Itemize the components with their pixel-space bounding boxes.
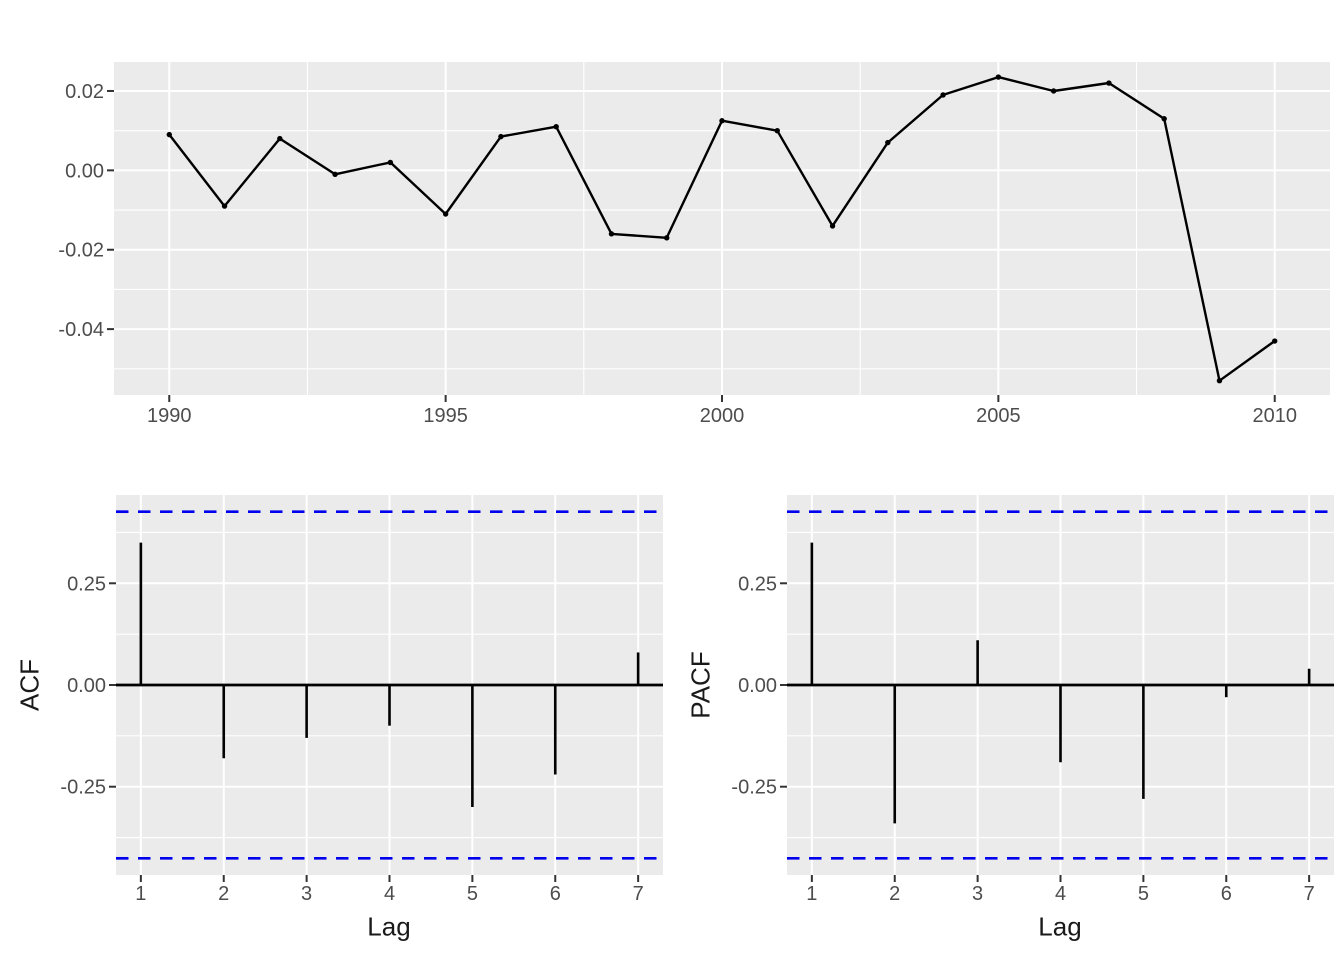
data-point [387,159,394,166]
y-tick-label: 0.02 [65,81,104,103]
y-tick-label: 0.00 [67,675,106,697]
data-point [940,92,946,98]
x-tick-label: 5 [467,883,478,905]
x-tick-label: 1 [135,883,146,905]
data-point [719,118,725,124]
acf-x-axis-title: Lag [367,911,411,942]
data-point [221,203,228,209]
data-point [1050,88,1057,94]
x-tick-label: 5 [1138,883,1149,905]
x-tick-label: 1 [806,883,817,905]
data-point [1272,338,1278,344]
x-tick-label: 1990 [147,405,192,427]
data-point [332,171,338,178]
y-tick-label: 0.00 [738,675,777,697]
y-tick-label: -0.25 [731,777,777,799]
pacf-chart: 1 2 3 4 5 6 7 0.25 0.00 -0.25 [731,495,1334,905]
x-tick-label: 2010 [1252,405,1297,427]
x-tick-label: 7 [1304,883,1315,905]
data-point [442,211,449,217]
data-point [995,74,1002,80]
x-tick-label: 1995 [423,405,468,427]
acf-y-axis-title: ACF [14,659,45,711]
y-tick-label: 0.00 [65,160,104,182]
acf-chart: 1 2 3 4 5 6 7 0.25 0.00 -0.25 [60,495,663,905]
x-tick-label: 2 [889,883,900,905]
y-tick-label: -0.04 [58,319,104,341]
data-point [1106,80,1112,86]
data-point [774,127,780,134]
x-tick-label: 4 [384,883,395,905]
x-tick-label: 6 [1221,883,1232,905]
data-point [553,123,559,130]
x-tick-label: 3 [972,883,983,905]
data-point [166,131,172,138]
y-tick-label: 0.25 [67,573,106,595]
x-tick-label: 2005 [976,405,1021,427]
pacf-x-axis-title: Lag [1038,911,1082,942]
data-point [277,135,283,142]
y-tick-label: -0.25 [60,777,106,799]
x-tick-label: 7 [633,883,644,905]
x-tick-label: 6 [550,883,561,905]
data-point [498,133,504,140]
data-point [1216,378,1223,384]
x-tick-label: 2000 [700,405,745,427]
pacf-y-axis-title: PACF [685,651,716,719]
y-tick-label: 0.25 [738,573,777,595]
timeseries-chart: 1990 1995 2000 2005 2010 0.02 0.00 -0.02 -0.04 [58,62,1330,427]
data-point [1161,116,1167,122]
y-tick-label: -0.02 [58,240,104,262]
data-point [829,223,836,229]
data-point [885,139,891,146]
data-point [664,235,670,241]
x-tick-label: 2 [218,883,229,905]
x-tick-label: 4 [1055,883,1066,905]
x-tick-label: 3 [301,883,312,905]
data-point [608,231,615,237]
